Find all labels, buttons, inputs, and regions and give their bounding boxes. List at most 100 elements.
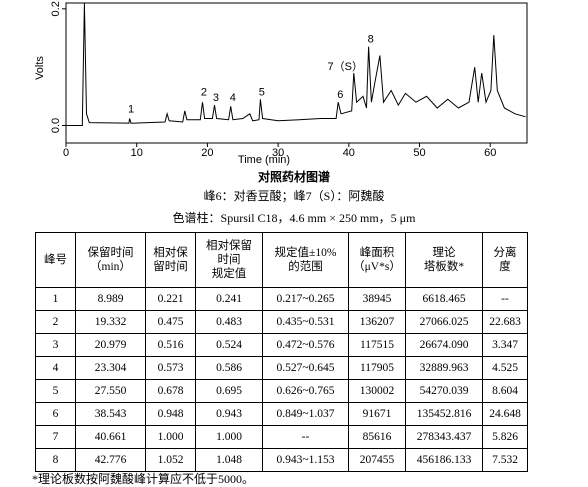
peak-label: 5 bbox=[259, 87, 265, 99]
table-cell: 8.604 bbox=[482, 379, 528, 403]
table-cell: 峰面积 （μV*s） bbox=[348, 232, 406, 288]
peak-label: 2 bbox=[201, 87, 207, 99]
table-cell: 0.221 bbox=[145, 287, 196, 311]
table-cell: 保留时间 （min） bbox=[75, 232, 146, 288]
table-cell: 理论 塔板数* bbox=[405, 232, 483, 288]
table-cell: 40.661 bbox=[75, 425, 146, 449]
table-cell: 0.217~0.265 bbox=[262, 287, 349, 311]
table-cell: 0.516 bbox=[145, 333, 196, 357]
table-cell: 19.332 bbox=[75, 310, 146, 334]
table-cell: 130002 bbox=[348, 379, 406, 403]
table-cell: 规定值±10% 的范围 bbox=[262, 232, 349, 288]
x-tick-label: 60 bbox=[484, 147, 496, 159]
table-cell: 6618.465 bbox=[405, 287, 483, 311]
table-cell: 91671 bbox=[348, 402, 406, 426]
table-cell: 5 bbox=[35, 379, 76, 403]
chromatogram: Time (min) Volts 0 10 20 30 40 50 60 0.0 0.2 1 2 3 4… bbox=[34, 1, 528, 166]
table-cell: 117515 bbox=[348, 333, 406, 357]
peak-label: 3 bbox=[213, 92, 219, 104]
y-tick-label: 0.0 bbox=[50, 118, 62, 133]
table-row: 3 20.979 0.516 0.524 0.472~0.576 117515 26674.… bbox=[35, 333, 528, 357]
table-cell: 4.525 bbox=[482, 356, 528, 380]
table-cell: 0.695 bbox=[195, 379, 263, 403]
table-cell: 0.948 bbox=[145, 402, 196, 426]
table-cell: 0.849~1.037 bbox=[262, 402, 349, 426]
table-cell: 2 bbox=[35, 310, 76, 334]
trace bbox=[66, 2, 526, 126]
table-cell: 0.626~0.765 bbox=[262, 379, 349, 403]
result-table: 峰号 保留时间 （min） 相对保 留时间 相对保留 时间 规定值 规定值±10% 的范… bbox=[35, 232, 528, 472]
table-cell: 42.776 bbox=[75, 448, 146, 472]
table-cell: 278343.437 bbox=[405, 425, 483, 449]
table-cell: 27066.025 bbox=[405, 310, 483, 334]
table-cell: 1 bbox=[35, 287, 76, 311]
table-cell: 26674.090 bbox=[405, 333, 483, 357]
table-cell: 117905 bbox=[348, 356, 406, 380]
peak-label: 1 bbox=[128, 104, 134, 116]
table-cell: 85616 bbox=[348, 425, 406, 449]
table-cell: 38.543 bbox=[75, 402, 146, 426]
table-cell: 207455 bbox=[348, 448, 406, 472]
x-tick-label: 0 bbox=[63, 147, 69, 159]
table-row: 6 38.543 0.948 0.943 0.849~1.037 91671 135452.… bbox=[35, 402, 528, 426]
column-note: 色谱柱：Spursil C18，4.6 mm × 250 mm，5 μm bbox=[172, 211, 416, 225]
table-cell: 7.532 bbox=[482, 448, 528, 472]
table-cell: 0.475 bbox=[145, 310, 196, 334]
table-row: 峰号 保留时间 （min） 相对保 留时间 相对保留 时间 规定值 规定值±10% 的范… bbox=[35, 232, 528, 288]
table-row: 5 27.550 0.678 0.695 0.626~0.765 130002 54270.… bbox=[35, 379, 528, 403]
table-cell: 6 bbox=[35, 402, 76, 426]
table-cell: 0.943~1.153 bbox=[262, 448, 349, 472]
table-cell: 20.979 bbox=[75, 333, 146, 357]
table-row: 4 23.304 0.573 0.586 0.527~0.645 117905 32889.… bbox=[35, 356, 528, 380]
x-tick-label: 50 bbox=[413, 147, 425, 159]
table-cell: 1.052 bbox=[145, 448, 196, 472]
table-cell: 22.683 bbox=[482, 310, 528, 334]
table-cell: 24.648 bbox=[482, 402, 528, 426]
x-tick-label: 40 bbox=[343, 147, 355, 159]
table-cell: 32889.963 bbox=[405, 356, 483, 380]
table-cell: 135452.816 bbox=[405, 402, 483, 426]
table-cell: 0.524 bbox=[195, 333, 263, 357]
table-cell: 7 bbox=[35, 425, 76, 449]
table-cell: 0.241 bbox=[195, 287, 263, 311]
table-cell: 0.943 bbox=[195, 402, 263, 426]
table-cell: 0.527~0.645 bbox=[262, 356, 349, 380]
x-tick-label: 30 bbox=[272, 147, 284, 159]
table-cell: 27.550 bbox=[75, 379, 146, 403]
table-cell: 136207 bbox=[348, 310, 406, 334]
table-cell: 分离 度 bbox=[482, 232, 528, 288]
table-cell: -- bbox=[262, 425, 349, 449]
table-row: 7 40.661 1.000 1.000 -- 85616 278343.437 5.826 bbox=[35, 425, 528, 449]
table-cell: 0.472~0.576 bbox=[262, 333, 349, 357]
table-cell: 0.586 bbox=[195, 356, 263, 380]
y-axis-label: Volts bbox=[34, 56, 46, 80]
x-tick-label: 20 bbox=[201, 147, 213, 159]
table-cell: 峰号 bbox=[35, 232, 76, 288]
table-row: 2 19.332 0.475 0.483 0.435~0.531 136207 27066.… bbox=[35, 310, 528, 334]
table-cell: 0.483 bbox=[195, 310, 263, 334]
table-cell: 8 bbox=[35, 448, 76, 472]
y-tick-label: 0.2 bbox=[50, 1, 62, 16]
table-cell: 8.989 bbox=[75, 287, 146, 311]
peak-label: 7（S） bbox=[328, 60, 363, 73]
peak-label: 6 bbox=[337, 89, 343, 101]
table-cell: 5.826 bbox=[482, 425, 528, 449]
table-row: 8 42.776 1.052 1.048 0.943~1.153 207455 456186… bbox=[35, 448, 528, 472]
table-cell: 相对保留 时间 规定值 bbox=[195, 232, 263, 288]
table-cell: 1.048 bbox=[195, 448, 263, 472]
table-cell: 38945 bbox=[348, 287, 406, 311]
table-cell: 1.000 bbox=[195, 425, 263, 449]
peak-note: 峰6：对香豆酸；峰7（S）：阿魏酸 bbox=[203, 189, 385, 203]
table-cell: 3.347 bbox=[482, 333, 528, 357]
table-cell: 23.304 bbox=[75, 356, 146, 380]
table-cell: 456186.133 bbox=[405, 448, 483, 472]
x-axis-label: Time (min) bbox=[238, 154, 290, 166]
table-cell: 4 bbox=[35, 356, 76, 380]
peak-label: 4 bbox=[230, 92, 236, 104]
table-cell: 0.678 bbox=[145, 379, 196, 403]
table-cell: 0.573 bbox=[145, 356, 196, 380]
peak-label: 8 bbox=[368, 34, 374, 46]
figure-title: 对照药材图谱 bbox=[257, 170, 330, 184]
x-tick-label: 10 bbox=[131, 147, 143, 159]
